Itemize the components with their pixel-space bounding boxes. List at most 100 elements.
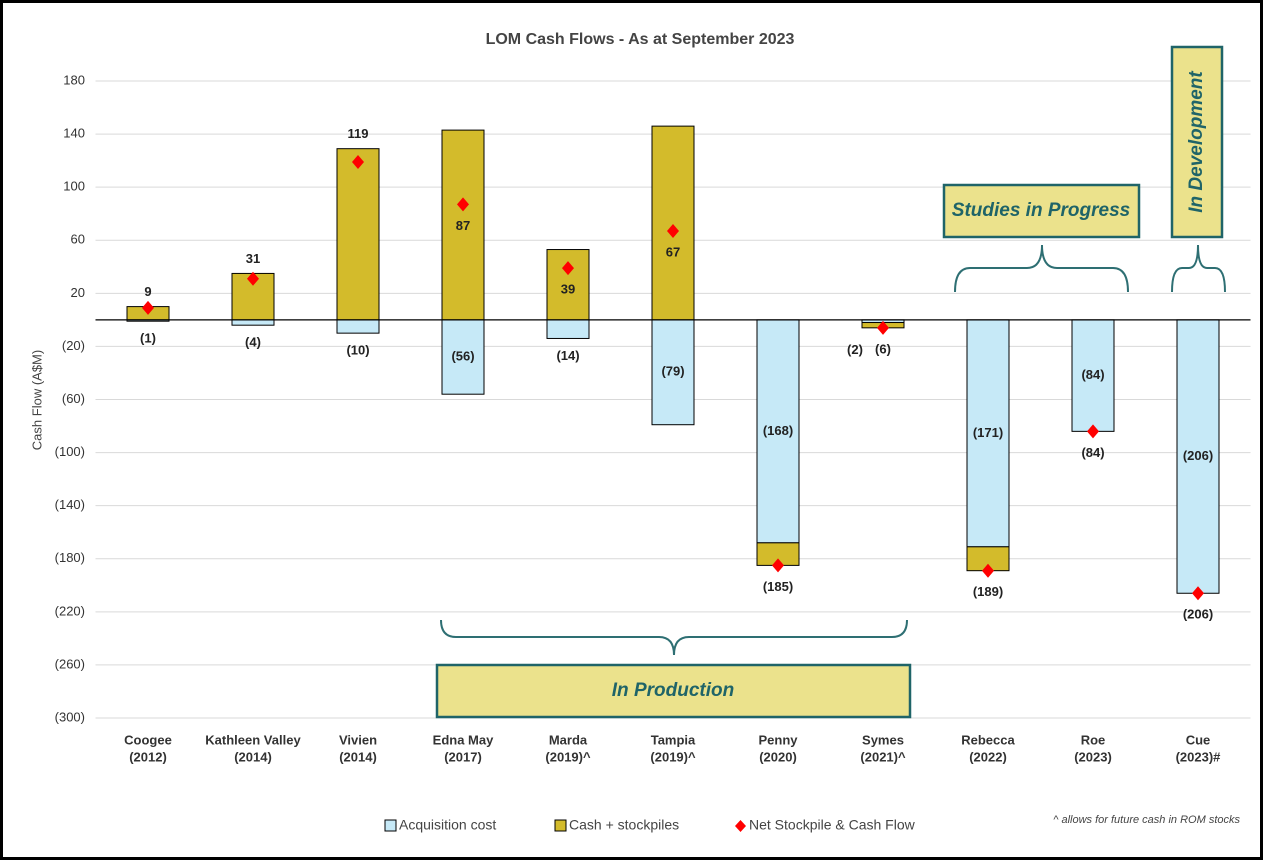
bar — [336, 148, 380, 321]
marker — [352, 154, 364, 169]
y-tick-label: 140 — [63, 126, 85, 141]
data-label: (84) — [1081, 445, 1104, 460]
bar — [1176, 319, 1220, 594]
marker — [877, 320, 889, 335]
data-label: (168) — [763, 423, 793, 438]
legend-swatch — [735, 820, 746, 832]
footnote: ^ allows for future cash in ROM stocks — [1053, 814, 1240, 826]
chart-title: LOM Cash Flows - As at September 2023 — [486, 31, 795, 48]
y-tick-label: (60) — [62, 391, 85, 406]
bar — [231, 319, 275, 326]
data-label: (1) — [140, 331, 156, 346]
y-tick-label: (220) — [55, 603, 85, 618]
y-axis-label: Cash Flow (A$M) — [29, 350, 44, 450]
legend-label: Cash + stockpiles — [569, 817, 679, 833]
x-tick-label: Vivien — [339, 732, 377, 747]
bar — [651, 319, 695, 426]
production-box — [435, 663, 912, 719]
x-tick-label: (2012) — [129, 749, 167, 764]
data-label: 87 — [456, 218, 470, 233]
bar — [336, 319, 380, 334]
data-label: (171) — [973, 425, 1003, 440]
marker — [247, 271, 259, 286]
x-tick-label: Tampia — [651, 732, 696, 747]
data-label: (4) — [245, 335, 261, 350]
data-label: (56) — [451, 348, 474, 363]
x-tick-label: Marda — [549, 732, 588, 747]
development-box — [1170, 45, 1224, 239]
marker — [562, 261, 574, 276]
data-label: (84) — [1081, 367, 1104, 382]
marker — [982, 563, 994, 578]
x-tick-label: (2022) — [969, 749, 1007, 764]
y-tick-label: (260) — [55, 656, 85, 671]
marker — [457, 197, 469, 212]
bar — [966, 319, 1010, 548]
data-label: 9 — [144, 284, 151, 299]
data-label: (2) — [847, 342, 863, 357]
x-tick-label: Coogee — [124, 732, 172, 747]
data-label: 119 — [348, 126, 369, 141]
bar — [1071, 319, 1115, 432]
x-tick-label: (2023)# — [1176, 749, 1222, 764]
bar — [651, 125, 695, 321]
marker — [1192, 586, 1204, 601]
y-tick-label: 20 — [71, 285, 85, 300]
data-label: (6) — [875, 341, 891, 356]
x-tick-label: Edna May — [433, 732, 494, 747]
production-brace — [440, 619, 908, 656]
x-tick-label: Cue — [1186, 732, 1211, 747]
x-tick-label: (2014) — [339, 749, 377, 764]
legend-label: Net Stockpile & Cash Flow — [749, 817, 916, 833]
y-tick-label: (20) — [62, 338, 85, 353]
y-tick-label: (140) — [55, 497, 85, 512]
x-tick-label: Penny — [758, 732, 798, 747]
development-label: In Development — [1186, 71, 1207, 213]
bar — [441, 319, 485, 395]
x-tick-label: (2020) — [759, 749, 797, 764]
marker — [667, 223, 679, 238]
bar — [441, 129, 485, 321]
legend-label: Acquisition cost — [399, 817, 496, 833]
y-tick-label: (300) — [55, 709, 85, 724]
studies-brace — [954, 244, 1129, 293]
y-tick-label: (180) — [55, 550, 85, 565]
studies-label: Studies in Progress — [952, 200, 1130, 221]
data-label: (14) — [556, 348, 579, 363]
studies-box — [942, 183, 1141, 239]
bar — [546, 319, 590, 339]
y-tick-label: 100 — [63, 179, 85, 194]
x-tick-label: (2023) — [1074, 749, 1112, 764]
x-tick-label: Roe — [1081, 732, 1106, 747]
y-tick-label: 180 — [63, 72, 85, 87]
legend-swatch — [384, 819, 397, 832]
bars: Coogee (2012) (1) 9 Kathleen Valley (2014) (4)… — [95, 125, 1251, 764]
marker — [772, 558, 784, 573]
x-tick-label: (2019)^ — [545, 749, 591, 764]
data-label: 31 — [246, 251, 260, 266]
x-tick-label: (2021)^ — [860, 749, 906, 764]
data-label: (206) — [1183, 448, 1213, 463]
data-label: 67 — [666, 244, 680, 259]
legend: Acquisition cost Cash + stockpiles Net Sto… — [384, 817, 916, 833]
data-label: (189) — [973, 584, 1003, 599]
production-label: In Production — [612, 680, 734, 701]
development-brace — [1171, 244, 1226, 293]
data-label: (185) — [763, 579, 793, 594]
data-label: (79) — [661, 364, 684, 379]
data-label: 39 — [561, 282, 575, 297]
marker — [142, 300, 154, 315]
x-tick-label: (2014) — [234, 749, 272, 764]
legend-swatch — [554, 819, 567, 832]
grid: 180 140 100 60 20 (20) (60) (100) (140) (180) (220… — [55, 72, 1251, 724]
marker — [1087, 424, 1099, 439]
x-tick-label: Symes — [862, 732, 904, 747]
x-tick-label: (2019)^ — [650, 749, 696, 764]
x-tick-label: Rebecca — [961, 732, 1015, 747]
data-label: (10) — [346, 343, 369, 358]
x-tick-label: (2017) — [444, 749, 482, 764]
x-tick-label: Kathleen Valley — [205, 732, 301, 747]
y-tick-label: 60 — [71, 232, 85, 247]
y-tick-label: (100) — [55, 444, 85, 459]
